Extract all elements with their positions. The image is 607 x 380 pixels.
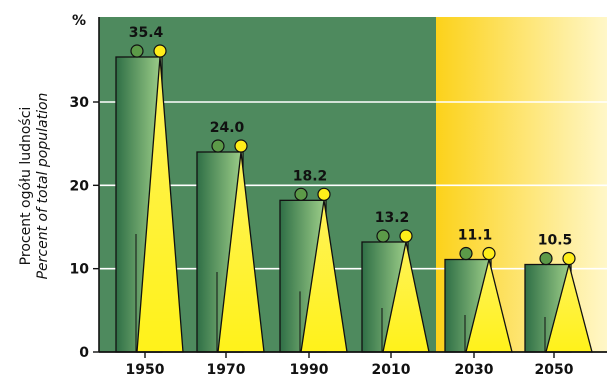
- yellow-circle-mark: [562, 251, 576, 266]
- x-tick-label: 2050: [535, 362, 574, 378]
- data-label: 18.2: [293, 168, 328, 184]
- y-tick-label: 0: [79, 345, 89, 361]
- y-axis-title-pl: Procent ogółu ludności: [18, 107, 34, 266]
- green-circle-mark: [376, 229, 390, 243]
- grid-lines: [99, 101, 607, 270]
- green-circle-mark: [294, 187, 308, 201]
- y-axis-title: Procent ogółu ludności Percent of total …: [18, 93, 51, 280]
- yellow-circle-mark: [317, 187, 331, 201]
- bar-1950: 35.4: [115, 25, 184, 353]
- x-tick-label: 2010: [372, 362, 411, 378]
- y-tick-label: 30: [70, 95, 90, 111]
- y-unit-label: %: [72, 13, 86, 29]
- green-circle-mark: [130, 44, 144, 58]
- green-circle-mark: [539, 251, 553, 266]
- green-circle-mark: [211, 139, 225, 153]
- data-label: 24.0: [210, 120, 245, 136]
- y-tick-labels: 0 10 20 30: [70, 95, 99, 361]
- x-tick-label: 1950: [126, 362, 165, 378]
- bar-2030: 11.1: [444, 228, 513, 353]
- y-axis-title-en: Percent of total population: [35, 93, 51, 280]
- data-label: 13.2: [375, 210, 410, 226]
- y-tick-label: 20: [70, 178, 90, 194]
- green-circle-mark: [459, 246, 473, 261]
- bar-1970: 24.0: [196, 120, 265, 353]
- x-tick-label: 1970: [207, 362, 246, 378]
- bar-2050: 10.5: [524, 233, 593, 353]
- data-label: 35.4: [129, 25, 164, 41]
- yellow-circle-mark: [153, 44, 167, 58]
- yellow-circle-mark: [482, 246, 496, 261]
- x-tick-label: 1990: [290, 362, 329, 378]
- bar-group: 35.4 24.0 18.2 13.2 11.1 10.5: [115, 25, 593, 353]
- yellow-circle-mark: [399, 229, 413, 243]
- data-label: 10.5: [538, 233, 573, 249]
- x-tick-labels: 1950 1970 1990 2010 2030 2050: [126, 352, 574, 378]
- y-tick-label: 10: [70, 262, 90, 278]
- yellow-circle-mark: [234, 139, 248, 153]
- data-label: 11.1: [458, 228, 493, 244]
- x-tick-label: 2030: [455, 362, 494, 378]
- bar-2010: 13.2: [361, 210, 430, 353]
- bar-1990: 18.2: [279, 168, 348, 353]
